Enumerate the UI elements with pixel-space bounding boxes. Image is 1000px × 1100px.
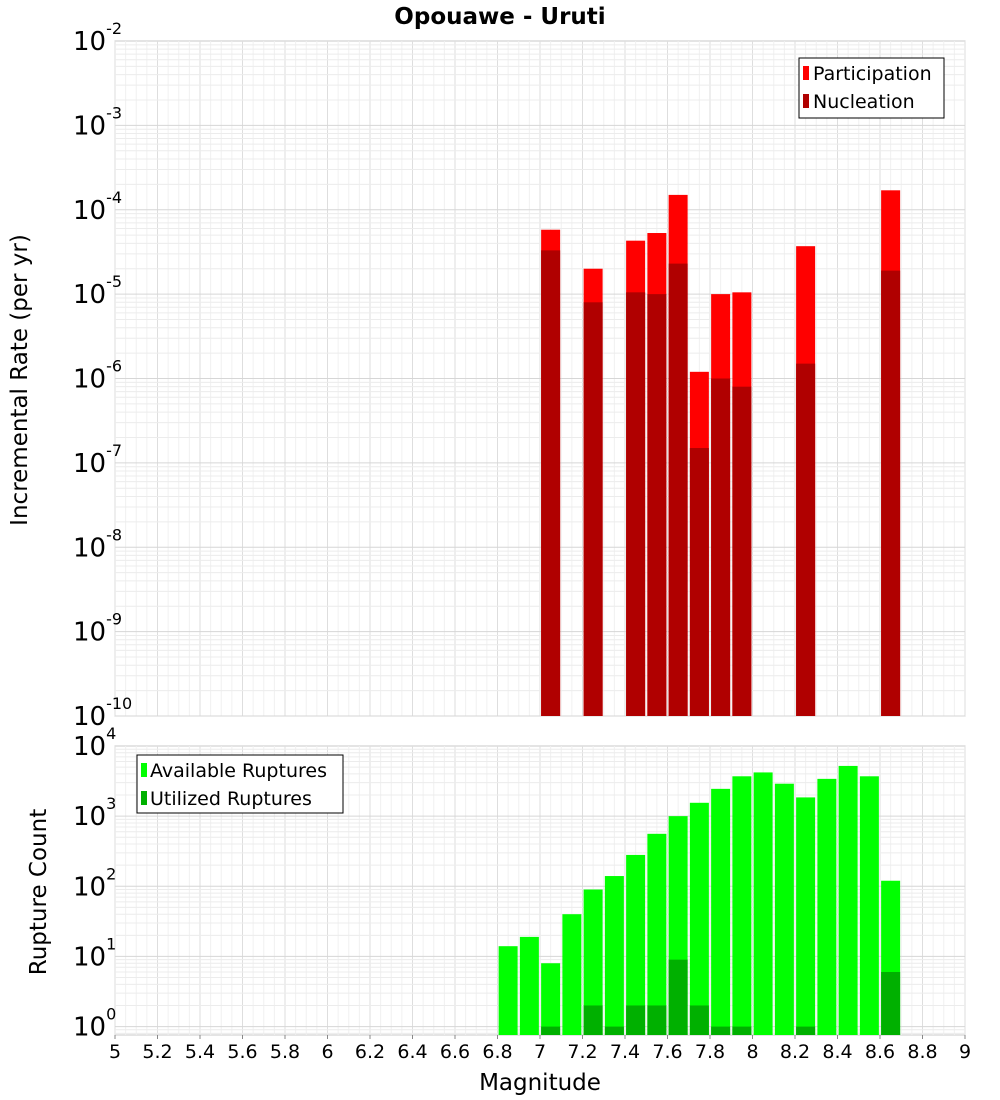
x-tick-label: 6.2 <box>355 1041 385 1063</box>
bottom-bar-b <box>732 1026 752 1035</box>
x-tick-label: 8.6 <box>865 1041 895 1063</box>
bottom-bars <box>498 765 901 1035</box>
top-legend-box <box>798 57 945 119</box>
x-tick-label: 6.6 <box>440 1041 470 1063</box>
legend-label-utilized: Utilized Ruptures <box>150 788 312 810</box>
top-y-axis-label: Incremental Rate (per yr) <box>7 234 33 526</box>
x-tick-label: 7.8 <box>695 1041 725 1063</box>
bottom-bar-a <box>519 936 539 1035</box>
top-bar-b <box>647 294 667 716</box>
bottom-y-tick-label: 102 <box>73 864 116 902</box>
bottom-bar-b <box>711 1026 731 1035</box>
x-tick-label: 5.4 <box>185 1041 215 1063</box>
bottom-bar-a <box>562 914 582 1035</box>
x-tick-label: 6.4 <box>397 1041 427 1063</box>
bottom-bar-a <box>753 772 773 1035</box>
bottom-bar-b <box>647 1005 667 1035</box>
legend-label-available: Available Ruptures <box>150 760 327 782</box>
bottom-bar-b <box>626 1005 646 1035</box>
bottom-y-tick-label: 100 <box>73 1005 116 1043</box>
x-tick-label: 5.2 <box>142 1041 172 1063</box>
bottom-bar-a <box>541 963 561 1035</box>
bottom-bar-b <box>541 1026 561 1035</box>
bottom-legend-box <box>136 754 344 814</box>
x-tick-labels: 5 5.2 5.4 5.6 5.8 6 6.2 6.4 6.6 6.8 7 7.2 7.4 7.6 7.8 8… <box>109 1035 971 1063</box>
legend-swatch-participation <box>803 66 809 80</box>
bottom-bar-a <box>732 776 752 1035</box>
x-tick-label: 7.2 <box>567 1041 597 1063</box>
bottom-bar-b <box>583 1005 603 1035</box>
top-bar-b <box>711 378 731 716</box>
bottom-bar-a <box>859 776 879 1035</box>
x-tick-label: 7 <box>534 1041 546 1063</box>
bottom-y-tick-label: 103 <box>73 794 116 832</box>
x-tick-label: 6 <box>321 1041 333 1063</box>
top-bar-b <box>689 448 709 716</box>
chart-title: Opouawe - Uruti <box>394 4 605 30</box>
top-legend: Participation Nucleation <box>798 57 945 119</box>
x-tick-label: 7.4 <box>610 1041 640 1063</box>
bottom-bar-a <box>796 797 816 1035</box>
bottom-bar-a <box>838 765 858 1035</box>
top-bar-b <box>881 270 901 716</box>
bottom-bar-a <box>583 889 603 1035</box>
x-tick-label: 9 <box>959 1041 971 1063</box>
bottom-bar-a <box>604 876 624 1035</box>
bottom-bar-a <box>711 788 731 1035</box>
x-tick-label: 8 <box>746 1041 758 1063</box>
x-axis-label: Magnitude <box>479 1070 601 1096</box>
bottom-legend: Available Ruptures Utilized Ruptures <box>136 754 344 814</box>
x-tick-label: 8.4 <box>822 1041 852 1063</box>
bottom-bar-a <box>689 802 709 1035</box>
top-bar-b <box>732 386 752 716</box>
bottom-bar-a <box>626 854 646 1035</box>
bottom-bar-a <box>774 783 794 1035</box>
x-tick-label: 5.8 <box>270 1041 300 1063</box>
bottom-bar-b <box>689 1005 709 1035</box>
top-bar-b <box>668 263 688 716</box>
bottom-bar-b <box>881 971 901 1035</box>
bottom-bar-b <box>668 959 688 1035</box>
x-tick-label: 5 <box>109 1041 121 1063</box>
x-tick-label: 7.6 <box>652 1041 682 1063</box>
bottom-bar-a <box>647 833 667 1035</box>
top-bars <box>541 190 901 717</box>
top-bar-b <box>583 302 603 716</box>
top-bar-b <box>541 250 561 717</box>
bottom-y-axis-label: Rupture Count <box>26 809 52 975</box>
legend-swatch-utilized <box>141 791 147 805</box>
legend-swatch-nucleation <box>803 94 809 108</box>
top-bar-b <box>626 292 646 716</box>
bottom-y-tick-label: 101 <box>73 934 116 972</box>
x-tick-label: 6.8 <box>482 1041 512 1063</box>
x-tick-label: 5.6 <box>227 1041 257 1063</box>
bottom-bar-b <box>796 1026 816 1035</box>
legend-label-nucleation: Nucleation <box>813 91 915 113</box>
x-tick-label: 8.8 <box>907 1041 937 1063</box>
top-bar-b <box>796 363 816 716</box>
legend-label-participation: Participation <box>813 63 932 85</box>
bottom-bar-a <box>498 946 518 1035</box>
top-gridlines <box>114 41 966 717</box>
bottom-bar-b <box>604 1026 624 1035</box>
legend-swatch-available <box>141 763 147 777</box>
x-tick-label: 8.2 <box>780 1041 810 1063</box>
bottom-bar-a <box>817 778 837 1035</box>
